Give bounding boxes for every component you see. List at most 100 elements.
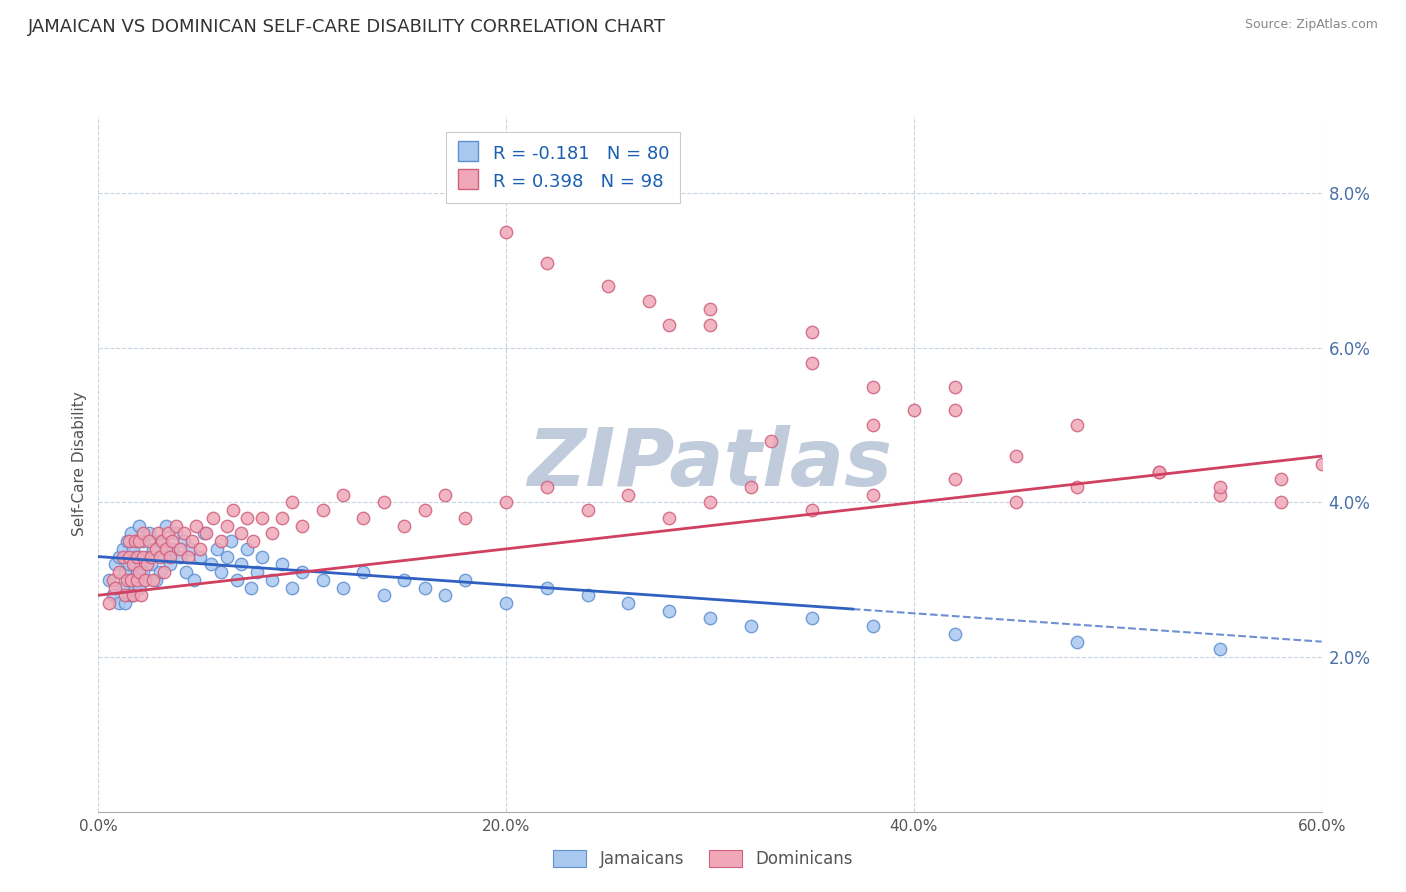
Point — [658, 604, 681, 618]
Point — [943, 627, 966, 641]
Point — [173, 534, 195, 549]
Point — [118, 549, 141, 564]
Point — [699, 318, 721, 332]
Text: JAMAICAN VS DOMINICAN SELF-CARE DISABILITY CORRELATION CHART: JAMAICAN VS DOMINICAN SELF-CARE DISABILI… — [28, 18, 666, 36]
Point — [231, 558, 253, 572]
Point — [943, 472, 966, 486]
Point — [903, 402, 925, 417]
Point — [127, 573, 149, 587]
Point — [160, 541, 183, 556]
Point — [761, 434, 783, 448]
Point — [142, 573, 165, 587]
Point — [149, 565, 172, 579]
Point — [495, 495, 517, 509]
Point — [291, 565, 314, 579]
Point — [159, 549, 181, 564]
Text: Source: ZipAtlas.com: Source: ZipAtlas.com — [1244, 18, 1378, 31]
Point — [801, 326, 824, 340]
Point — [138, 534, 160, 549]
Point — [413, 581, 436, 595]
Point — [281, 495, 304, 509]
Point — [801, 611, 824, 625]
Point — [181, 534, 204, 549]
Point — [124, 534, 146, 549]
Point — [160, 534, 183, 549]
Point — [115, 573, 138, 587]
Point — [108, 565, 131, 579]
Point — [215, 549, 238, 564]
Point — [1209, 642, 1232, 657]
Point — [392, 518, 416, 533]
Point — [165, 526, 187, 541]
Point — [186, 518, 208, 533]
Point — [138, 526, 160, 541]
Point — [134, 573, 156, 587]
Y-axis label: Self-Care Disability: Self-Care Disability — [72, 392, 87, 536]
Point — [200, 558, 222, 572]
Point — [152, 565, 174, 579]
Point — [188, 541, 212, 556]
Point — [413, 503, 436, 517]
Point — [246, 565, 269, 579]
Point — [312, 573, 335, 587]
Point — [108, 549, 131, 564]
Point — [111, 549, 134, 564]
Point — [149, 534, 172, 549]
Point — [127, 534, 149, 549]
Point — [1066, 418, 1088, 433]
Point — [638, 294, 661, 309]
Point — [150, 534, 173, 549]
Point — [373, 495, 395, 509]
Point — [145, 541, 167, 556]
Point — [1147, 465, 1170, 479]
Point — [101, 588, 124, 602]
Point — [104, 581, 127, 595]
Point — [115, 534, 138, 549]
Point — [1066, 634, 1088, 648]
Point — [120, 573, 142, 587]
Point — [152, 549, 174, 564]
Point — [127, 549, 149, 564]
Point — [312, 503, 335, 517]
Point — [332, 488, 354, 502]
Point — [128, 549, 150, 564]
Point — [155, 518, 177, 533]
Point — [120, 526, 142, 541]
Point — [281, 581, 304, 595]
Point — [124, 549, 146, 564]
Point — [1004, 449, 1026, 463]
Point — [169, 541, 191, 556]
Point — [129, 588, 152, 602]
Point — [136, 558, 159, 572]
Point — [159, 558, 181, 572]
Point — [699, 495, 721, 509]
Point — [118, 588, 141, 602]
Text: ZIPatlas: ZIPatlas — [527, 425, 893, 503]
Point — [495, 225, 517, 239]
Point — [270, 558, 294, 572]
Point — [122, 588, 145, 602]
Point — [120, 573, 142, 587]
Point — [231, 526, 253, 541]
Point — [373, 588, 395, 602]
Point — [101, 573, 124, 587]
Point — [1209, 480, 1232, 494]
Point — [352, 565, 374, 579]
Point — [114, 565, 136, 579]
Point — [576, 503, 599, 517]
Point — [236, 511, 259, 525]
Point — [209, 565, 232, 579]
Point — [801, 356, 824, 370]
Point — [943, 379, 966, 393]
Point — [495, 596, 517, 610]
Point — [141, 558, 163, 572]
Point — [617, 488, 640, 502]
Point — [132, 526, 155, 541]
Point — [201, 511, 224, 525]
Point — [242, 534, 264, 549]
Point — [114, 596, 136, 610]
Point — [250, 511, 273, 525]
Point — [740, 619, 762, 633]
Point — [179, 541, 201, 556]
Point — [598, 279, 620, 293]
